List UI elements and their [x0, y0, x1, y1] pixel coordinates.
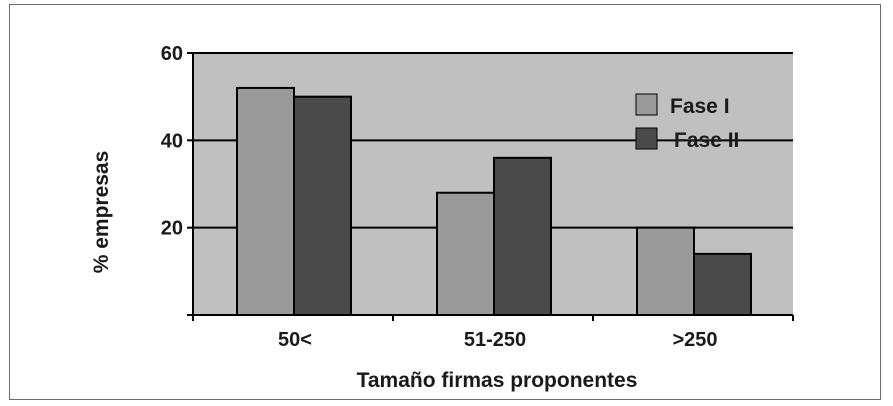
- legend-label-2: Fase II: [674, 129, 739, 152]
- bar-1-2: [436, 191, 495, 317]
- legend-swatch-1: [635, 93, 658, 116]
- bar-2-1: [293, 95, 352, 316]
- axes: [187, 53, 794, 321]
- bars: [236, 86, 752, 317]
- legend-label-1: Fase I: [670, 95, 730, 118]
- bar-1-1: [236, 86, 295, 316]
- y-tick-label: 40: [161, 130, 183, 152]
- x-tick-label: 51-250: [464, 329, 526, 351]
- y-axis-title: % empresas: [90, 151, 113, 274]
- y-tick-label: 60: [161, 43, 183, 65]
- x-tick-label: >250: [672, 329, 717, 351]
- y-tick-label: 20: [161, 218, 183, 240]
- x-tick-label: 50<: [278, 329, 312, 351]
- bar-2-3: [693, 252, 752, 317]
- y-tick-labels: 60 40 20: [161, 43, 183, 240]
- legend-swatch-2: [635, 127, 658, 150]
- x-axis-title: Tamaño firmas proponentes: [357, 369, 638, 392]
- x-tick-labels: 50< 51-250 >250: [278, 329, 718, 351]
- bar-1-3: [636, 226, 695, 317]
- bar-2-2: [493, 156, 552, 316]
- legend: Fase I Fase II: [635, 93, 739, 152]
